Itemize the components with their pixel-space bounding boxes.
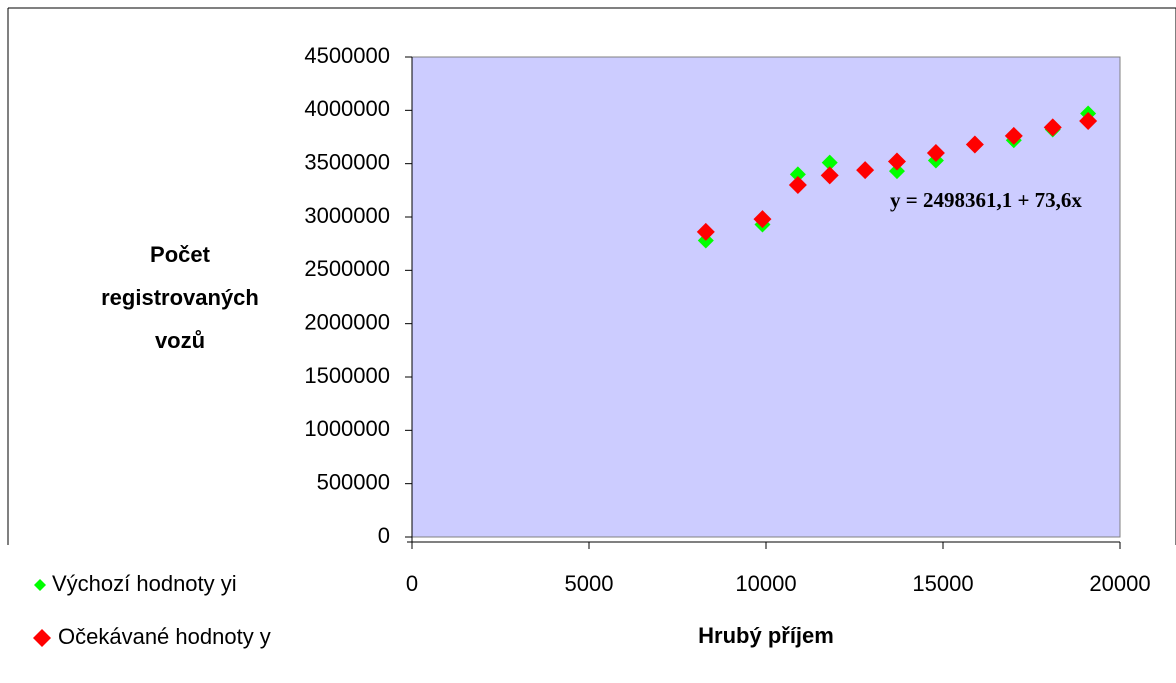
y-axis-title: vozů [155,328,205,353]
point [820,166,839,185]
y-tick-label: 4500000 [304,43,390,68]
point [856,161,875,180]
y-tick-label: 1500000 [304,363,390,388]
x-tick-label: 20000 [1089,571,1150,596]
y-tick-label: 2000000 [304,309,390,334]
point [696,222,715,241]
plot-area [411,56,1121,538]
legend-marker [34,579,46,591]
point [1043,118,1062,137]
x-tick-label: 0 [406,571,418,596]
legend-label: Výchozí hodnoty yi [52,571,237,596]
x-tick-label: 10000 [735,571,796,596]
y-tick-label: 3000000 [304,203,390,228]
y-tick-label: 0 [378,523,390,548]
point [788,176,807,194]
y-axis-title: registrovaných [101,285,259,310]
equation: y = 2498361,1 + 73,6x [890,188,1082,212]
point [926,144,945,162]
y-tick-label: 3500000 [304,149,390,174]
point [789,166,806,183]
x-tick-label: 15000 [912,571,973,596]
y-tick-label: 500000 [317,469,390,494]
point [821,154,838,171]
x-axis-title: Hrubý příjem [698,623,834,648]
y-tick-label: 1000000 [304,416,390,441]
legend-marker [33,629,51,647]
point [1079,112,1098,130]
legend-label: Očekávané hodnoty y [58,624,271,649]
point [887,152,906,171]
y-tick-label: 2500000 [304,256,390,281]
point [1004,126,1023,145]
point [965,135,984,154]
y-axis-title: Počet [150,242,211,267]
y-tick-label: 4000000 [304,96,390,121]
x-tick-label: 5000 [565,571,614,596]
point [888,163,905,180]
point [753,210,772,229]
